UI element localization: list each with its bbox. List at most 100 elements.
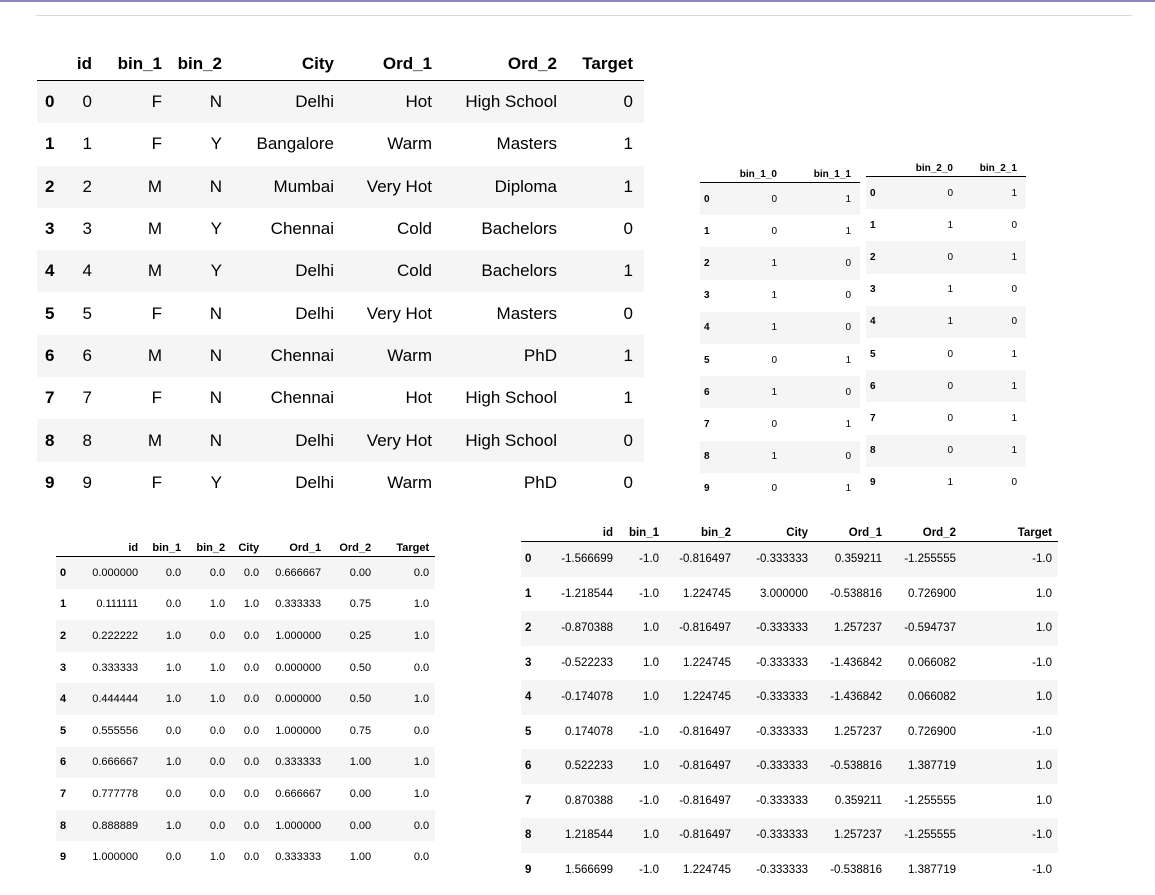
table-cell: 1: [623, 388, 633, 408]
table-cell: Warm: [387, 472, 432, 492]
table-cell: 0.0: [243, 661, 260, 674]
table-cell: M: [103, 334, 173, 378]
column-header: Ord_1: [345, 48, 443, 81]
table-cell: -1.0: [1032, 656, 1052, 669]
table-row: 5 0 1: [700, 344, 860, 376]
table-cell: 1.0: [187, 683, 232, 715]
table-cell: -1.255555: [888, 818, 962, 853]
row-index: 6: [37, 334, 73, 378]
table-cell: 1: [845, 225, 851, 237]
table-cell: 1.0: [619, 611, 665, 646]
row-index: 9: [704, 483, 710, 495]
index-header: [56, 524, 73, 557]
table-cell: 0.666667: [72, 746, 145, 779]
row-index: 1: [60, 598, 67, 611]
table-row: 1 0.111111 0.0 1.0 1.0 0.333333 0.75 1.0: [56, 589, 435, 621]
table-cell: 0.000000: [265, 683, 328, 715]
column-header: bin_2: [187, 524, 232, 557]
table-cell: 1: [724, 440, 786, 473]
table-row: 4 -0.174078 1.0 1.224745 -0.333333 -1.436842 0…: [521, 680, 1058, 715]
table-cell: 1.218544: [541, 818, 619, 853]
table-cell: Y: [210, 472, 222, 492]
row-index: 1: [704, 225, 710, 237]
table-cell: 0.522233: [541, 749, 619, 784]
table-row: 8 1.218544 1.0 -0.816497 -0.333333 1.257237 -1…: [521, 818, 1058, 853]
column-header: City: [233, 48, 345, 81]
table-cell: 0: [568, 419, 644, 462]
table-cell: N: [209, 303, 222, 323]
table-cell: 0.726900: [908, 587, 956, 600]
table-cell: -0.538816: [830, 863, 882, 876]
table-row: 5 0.555556 0.0 0.0 0.0 1.000000 0.75 0.0: [56, 715, 435, 747]
table-cell: Masters: [496, 303, 557, 323]
table-cell: 1.000000: [265, 809, 328, 842]
table-cell: F: [151, 134, 162, 154]
table-cell: F: [151, 388, 162, 408]
row-index: 3: [60, 661, 67, 674]
table-cell: 0.0: [413, 724, 430, 737]
table-row: 3 -0.522233 1.0 1.224745 -0.333333 -1.436842 0…: [521, 646, 1058, 681]
table-cell: 1.257237: [814, 818, 888, 853]
table-cell: -0.333333: [737, 818, 814, 853]
table-cell: -0.333333: [756, 656, 808, 669]
table-row: 2 -0.870388 1.0 -0.816497 -0.333333 1.257237-…: [521, 611, 1058, 646]
table-cell: 1.0: [962, 611, 1058, 646]
table-cell: 1: [1011, 348, 1017, 360]
table-cell: 1.0: [377, 746, 436, 779]
table-row: 2 2 M N Mumbai Very Hot Diploma 1: [37, 165, 644, 208]
table-cell: -0.522233: [561, 656, 613, 669]
table-row: 3 1 0: [866, 274, 1026, 306]
table-cell: 0.00: [349, 787, 372, 800]
row-index: 4: [866, 305, 890, 338]
table-cell: Bachelors: [481, 219, 557, 239]
table-cell: F: [151, 303, 162, 323]
header-row: id bin_1 bin_2 City Ord_1 Ord_2 Target: [56, 524, 436, 557]
table-cell: -1.566699: [541, 541, 619, 577]
table-cell: 0.0: [165, 724, 182, 737]
table-cell: 1.0: [209, 661, 226, 674]
table-row: 3 3 M Y Chennai Cold Bachelors 0: [37, 208, 644, 250]
table-cell: 1.0: [377, 683, 436, 715]
table-cell: 0.0: [231, 620, 266, 652]
table-row: 1 -1.218544 -1.0 1.224745 3.000000 -0.538816 0…: [521, 577, 1058, 612]
table-cell: 0.00: [327, 809, 378, 842]
table-cell: 0.75: [349, 724, 372, 737]
table-cell: 0: [890, 241, 962, 274]
table-cell: Y: [210, 219, 222, 239]
table-cell: 0: [724, 182, 786, 216]
index-header: [521, 513, 541, 542]
table-cell: 3: [82, 219, 92, 239]
table-cell: 1.0: [619, 749, 665, 784]
table-cell: -0.333333: [756, 794, 808, 807]
table-row: 1 1 0: [866, 209, 1026, 241]
table-cell: 1.224745: [683, 587, 731, 600]
table-cell: -1.436842: [814, 680, 888, 715]
table-cell: -0.333333: [737, 541, 814, 577]
table-cell: 1: [623, 134, 633, 154]
table-cell: -0.333333: [756, 863, 808, 876]
column-header: id: [73, 48, 103, 81]
table-cell: 0: [568, 80, 644, 124]
table-cell: 1.0: [619, 680, 665, 715]
table-cell: 2: [73, 165, 103, 208]
table-cell: 1.0: [962, 680, 1058, 715]
table-cell: 0.0: [243, 724, 260, 737]
table-row: 0 0.000000 0.0 0.0 0.0 0.666667 0.00 0.0: [56, 556, 436, 589]
row-index: 1: [870, 219, 876, 231]
table-row: 5 0 1: [866, 338, 1026, 370]
table-cell: 0: [962, 305, 1026, 338]
table-cell: 4: [73, 250, 103, 293]
table-cell: 1: [724, 311, 786, 344]
table-row: 4 0.444444 1.0 1.0 0.0 0.000000 0.50 1.0: [56, 683, 436, 715]
table-cell: 1: [724, 247, 786, 280]
row-index: 4: [56, 683, 73, 715]
row-index: 6: [521, 749, 541, 784]
table-cell: -1.0: [639, 587, 659, 600]
table-cell: 0: [623, 219, 633, 239]
table-cell: 7: [82, 388, 92, 408]
table-cell: 1: [962, 434, 1026, 467]
table-cell: 1.0: [165, 661, 182, 674]
